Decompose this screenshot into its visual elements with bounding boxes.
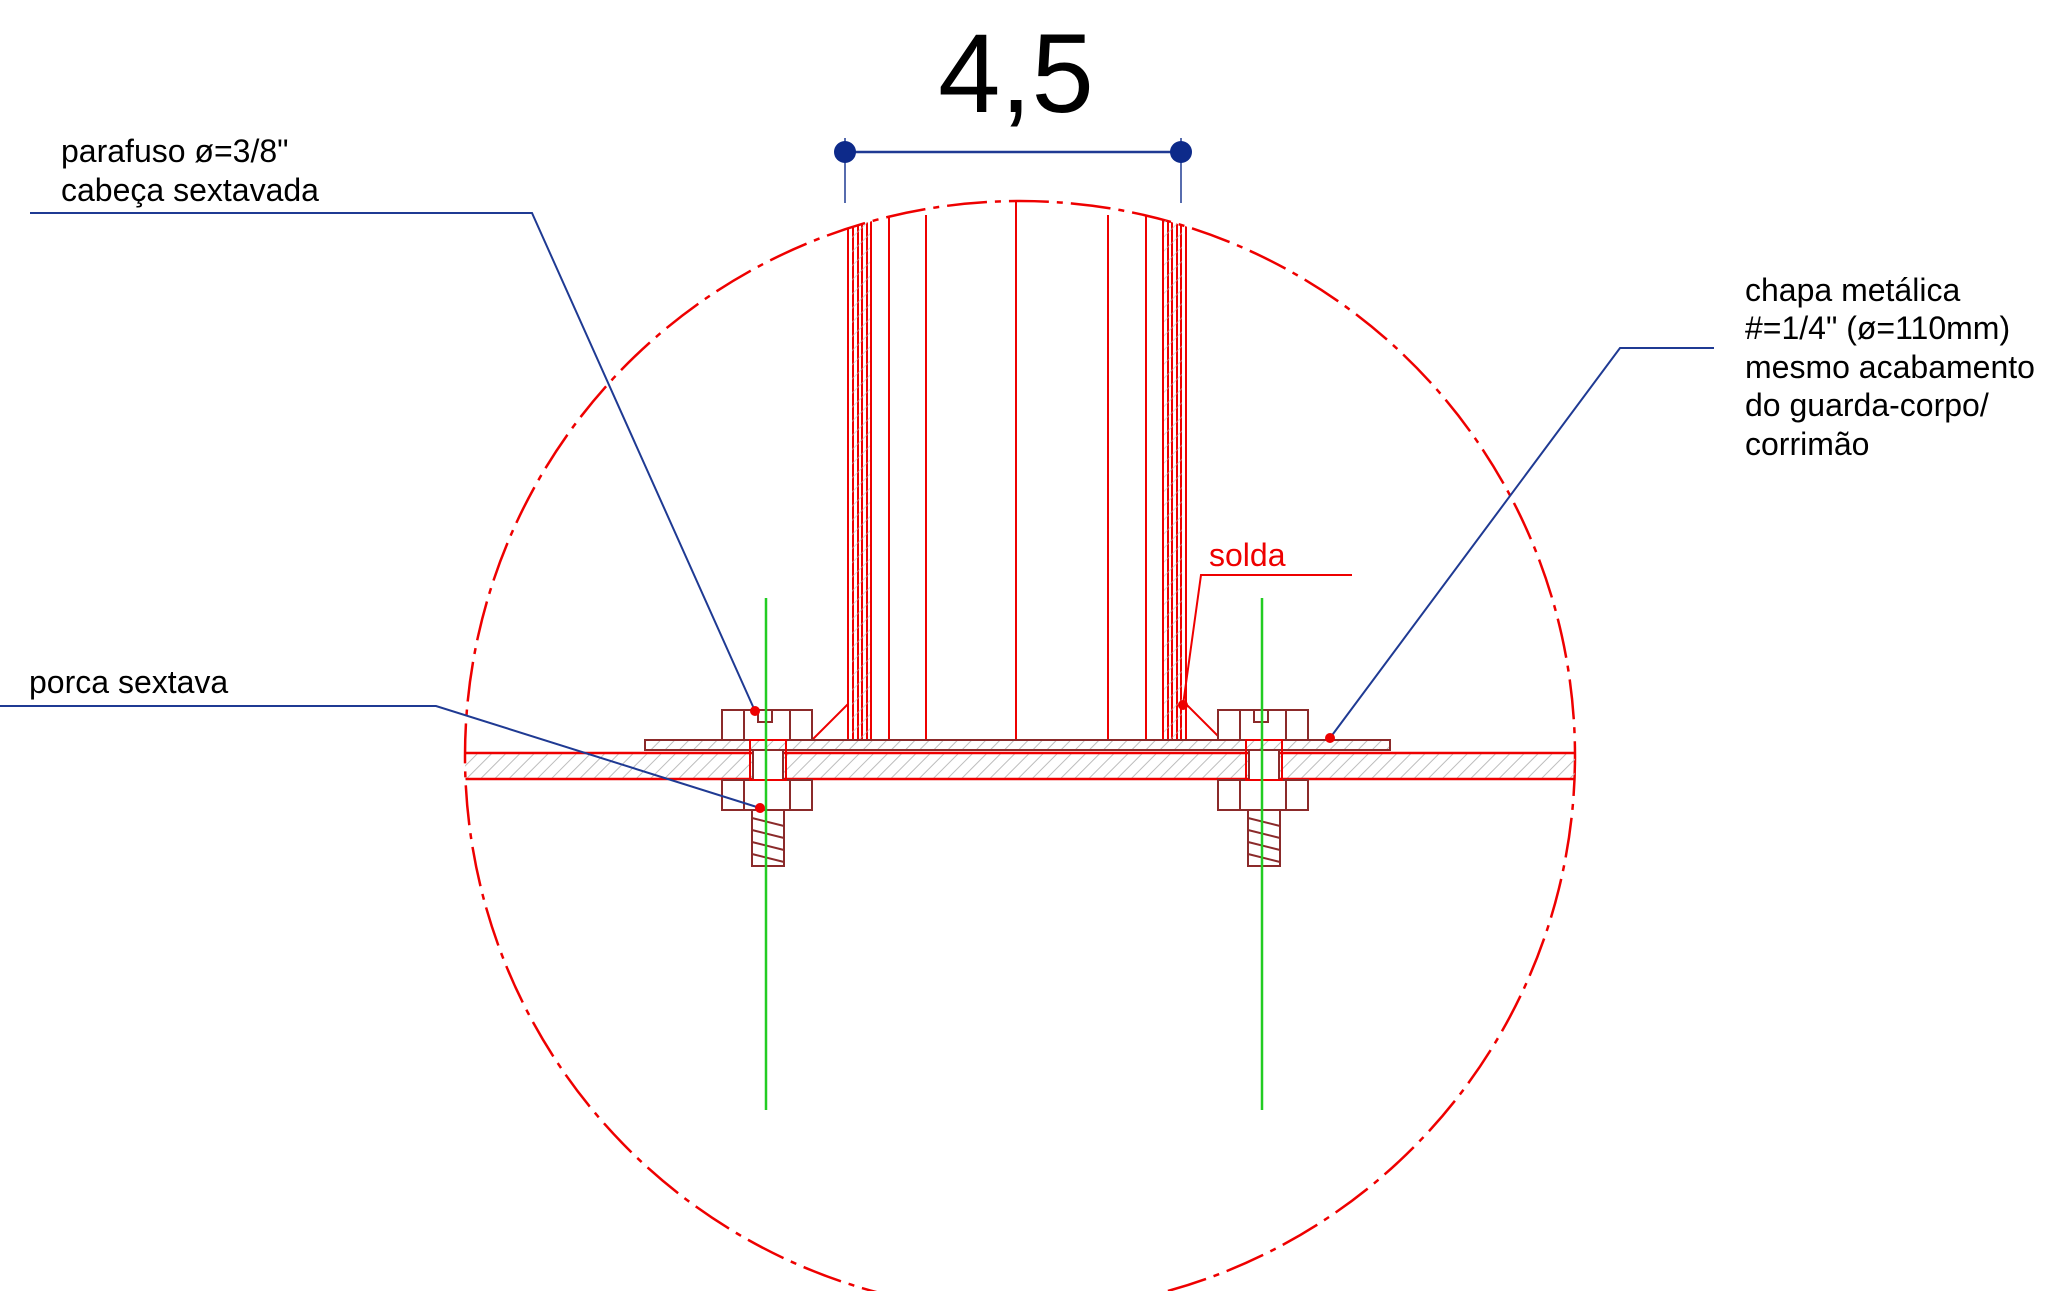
leader-weld [1182,574,1352,706]
label-plate-line5: corrimão [1745,426,1869,462]
label-bolt-line2: cabeça sextavada [61,172,319,208]
weld-fillet-right [1185,701,1225,741]
floor-slab [465,751,1575,781]
dimension-dot-right [1170,141,1192,163]
leader-nut [0,705,761,809]
dimension-dot-left [834,141,856,163]
weld-fillet-left [809,701,849,741]
dimension-line [834,138,1192,203]
leader-bolt [30,212,756,712]
label-plate-line4: do guarda-corpo/ [1745,387,1989,423]
label-bolt-line1: parafuso ø=3/8" [61,133,289,169]
label-plate-line3: mesmo acabamento [1745,349,2035,385]
label-plate-line1: chapa metálica [1745,272,1960,308]
label-weld: solda [1209,537,1286,573]
label-plate-line2: #=1/4" (ø=110mm) [1745,310,2010,346]
leader-plate [1329,347,1714,739]
base-plate [644,739,1391,751]
tube-post [847,201,1187,740]
label-nut: porca sextava [29,664,228,700]
dimension-value: 4,5 [938,11,1094,136]
